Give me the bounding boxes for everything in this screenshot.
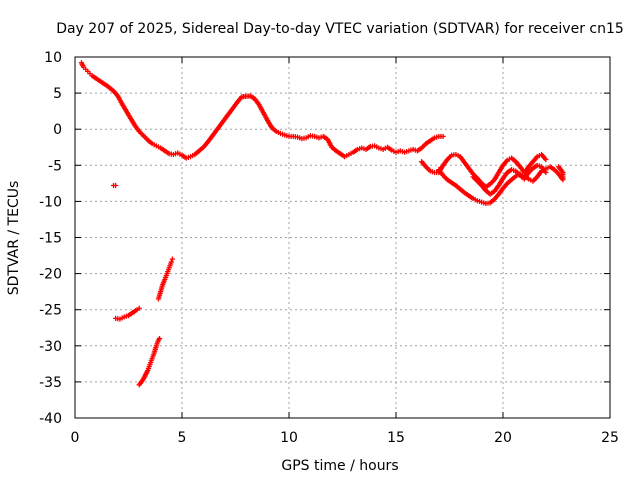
axis-ticks: 0 5 10 15 20 25 10 5 0 -5 -10 -15 -20 -25 -30 -35 -40 [39,50,619,446]
x-tick-label: 10 [280,430,298,446]
x-tick-label: 0 [71,430,80,446]
y-tick-label: -35 [39,375,62,391]
data-points [78,60,566,388]
loop-middle-point [543,169,549,176]
x-tick-label: 5 [178,430,187,446]
x-tick-label: 25 [601,430,619,446]
loop-upper-point [543,156,549,163]
chart-title: Day 207 of 2025, Sidereal Day-to-day VTE… [56,21,624,37]
outlier-segment-b-point [168,259,174,265]
isolated-point [113,182,119,189]
x-tick-label: 20 [494,430,512,446]
y-tick-label: -25 [39,303,62,319]
y-tick-label: 10 [44,50,62,66]
y-tick-label: -40 [39,411,62,427]
outlier-segment-a-point [136,305,142,311]
outlier-segment-b-point [169,256,175,262]
y-tick-label: -30 [39,339,62,355]
loop-lower-point [556,164,562,170]
y-tick-label: 0 [53,122,62,138]
y-tick-label: -15 [39,231,62,247]
main-track-point [440,133,446,140]
x-tick-label: 15 [387,430,405,446]
grid [75,57,610,418]
x-axis-label: GPS time / hours [281,458,398,474]
y-tick-label: -20 [39,267,62,283]
y-tick-label: -5 [48,158,62,174]
y-axis-label: SDTVAR / TECUs [6,181,22,296]
y-tick-label: -10 [39,194,62,210]
y-tick-label: 5 [53,86,62,102]
outlier-segment-c-point [156,335,163,342]
